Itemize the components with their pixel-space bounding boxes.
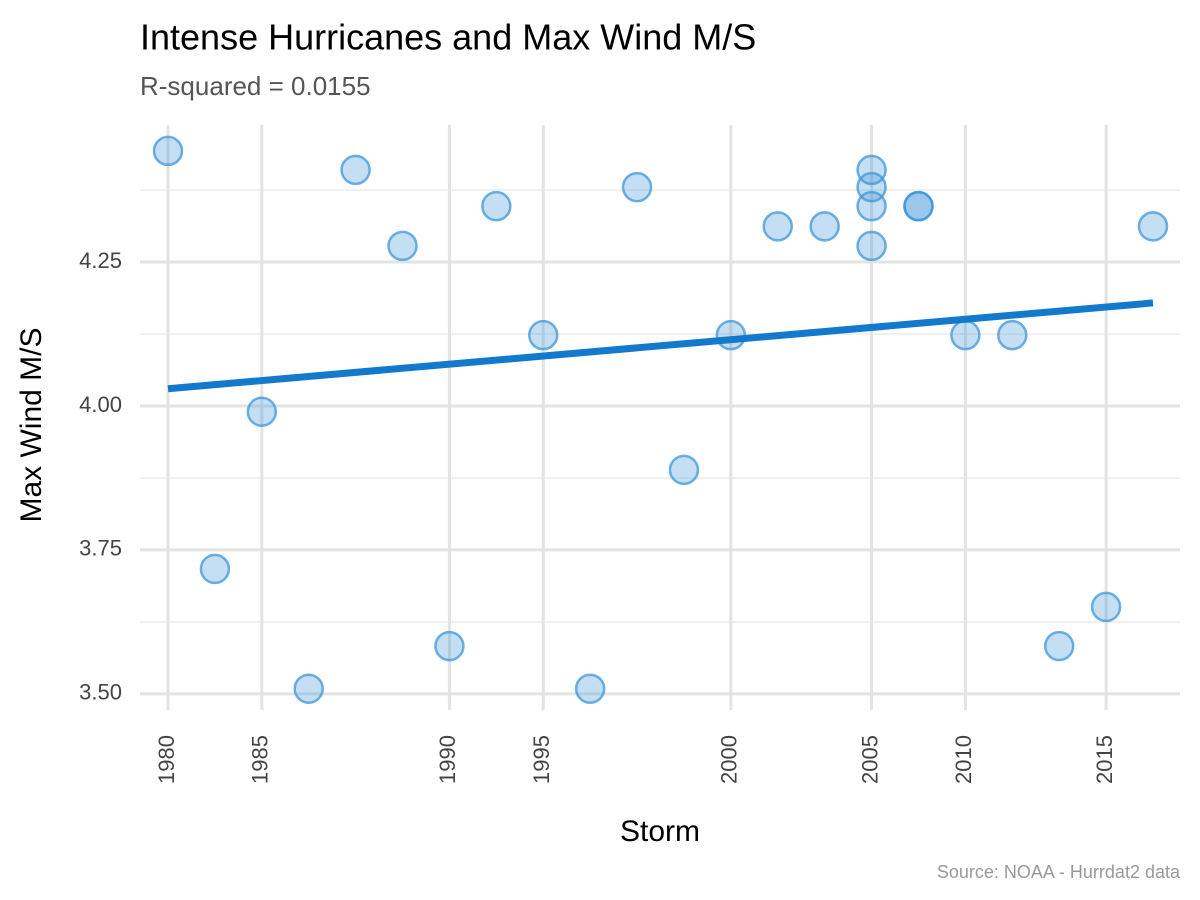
point bbox=[668, 454, 700, 486]
y-tick-label: 4.25 bbox=[79, 248, 122, 273]
point bbox=[387, 230, 418, 262]
point bbox=[809, 211, 840, 242]
point bbox=[574, 673, 606, 704]
y-axis-title: Max Wind M/S bbox=[15, 327, 48, 522]
point bbox=[340, 154, 371, 186]
x-tick-label: 2000 bbox=[717, 735, 742, 784]
point bbox=[856, 190, 887, 222]
x-tick-label: 2015 bbox=[1092, 735, 1117, 784]
x-tick-label: 1980 bbox=[154, 735, 179, 784]
x-tick-label: 2005 bbox=[857, 735, 882, 784]
y-tick-label: 4.00 bbox=[79, 392, 122, 417]
point bbox=[856, 154, 887, 186]
point bbox=[152, 135, 184, 167]
point bbox=[1137, 211, 1169, 242]
chart-title: Intense Hurricanes and Max Wind M/S bbox=[140, 17, 756, 58]
point bbox=[246, 396, 278, 427]
point bbox=[621, 171, 653, 203]
point bbox=[715, 319, 747, 351]
x-tick-label: 1995 bbox=[529, 735, 554, 784]
grid bbox=[140, 125, 1180, 710]
point bbox=[199, 553, 231, 585]
point bbox=[434, 630, 465, 662]
point bbox=[293, 673, 324, 704]
point bbox=[1090, 591, 1122, 623]
point bbox=[950, 319, 981, 351]
point bbox=[1043, 630, 1075, 662]
point bbox=[903, 190, 934, 222]
trend-line bbox=[167, 299, 1154, 393]
point bbox=[762, 211, 794, 242]
y-tick-label: 3.75 bbox=[79, 536, 122, 561]
x-axis-title: Storm bbox=[620, 815, 700, 848]
point bbox=[856, 230, 887, 262]
x-tick-label: 1985 bbox=[248, 735, 273, 784]
point bbox=[527, 319, 559, 351]
caption: Source: NOAA - Hurrdat2 data bbox=[937, 862, 1181, 882]
x-tick-label: 1990 bbox=[435, 735, 460, 784]
marks bbox=[152, 135, 1169, 704]
point bbox=[481, 190, 512, 222]
chart-subtitle: R-squared = 0.0155 bbox=[140, 71, 371, 101]
point bbox=[997, 319, 1028, 351]
y-tick-label: 3.50 bbox=[79, 680, 122, 705]
x-tick-label: 2010 bbox=[951, 735, 976, 784]
